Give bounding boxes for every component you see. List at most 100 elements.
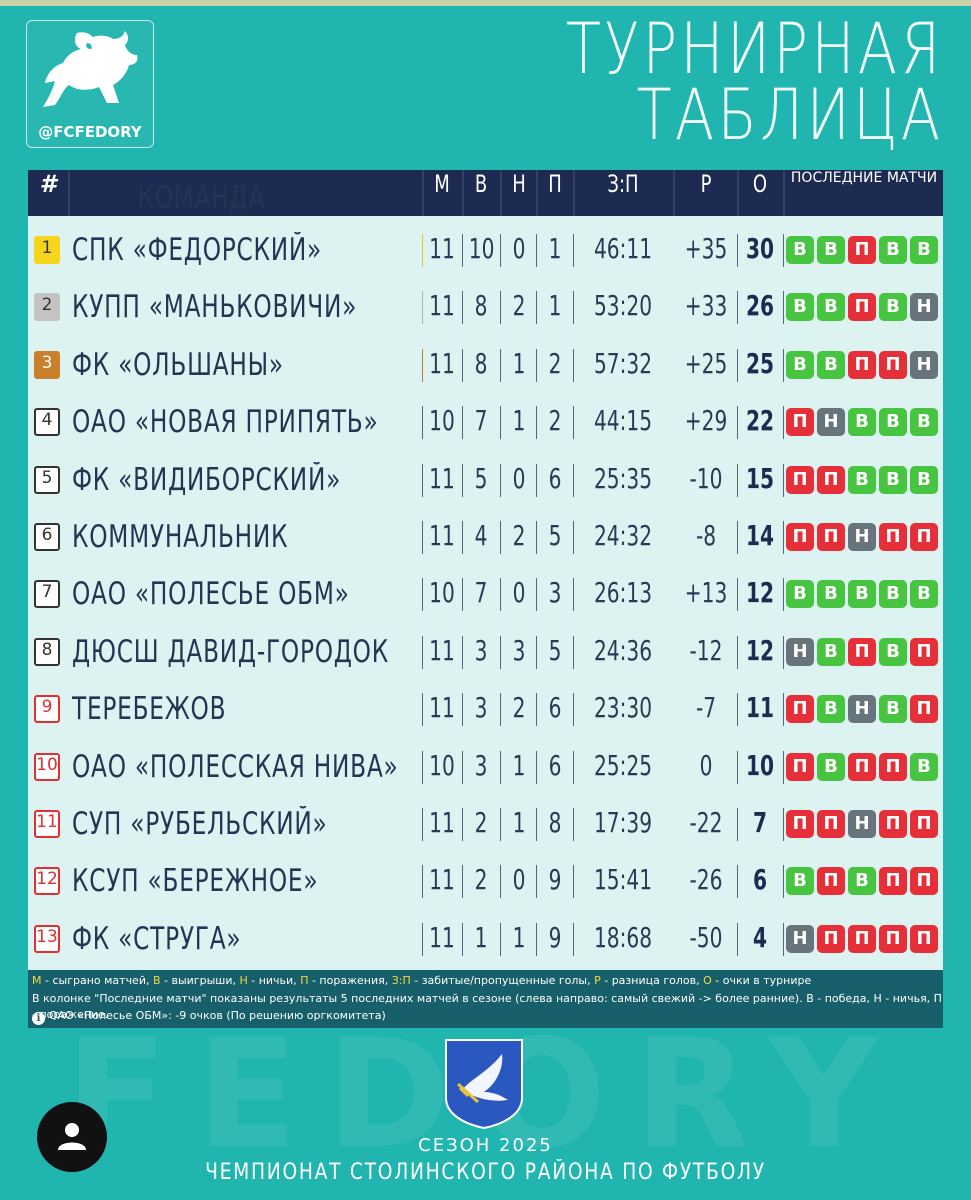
club-logo[interactable]: @FCFEDORY <box>26 20 154 148</box>
goals-cell: 17:39 <box>593 806 653 839</box>
cell-separator <box>737 406 738 440</box>
cell-separator <box>500 463 501 497</box>
cell-separator <box>573 521 574 554</box>
header-separator <box>573 170 575 216</box>
draw-badge: Н <box>817 408 845 437</box>
legend-text: - сыграно матчей, <box>41 974 153 987</box>
cell-separator <box>573 578 574 612</box>
draws-cell: 2 <box>512 519 526 552</box>
wins-cell: 2 <box>474 806 488 839</box>
points-cell: 30 <box>745 232 775 265</box>
losses-cell: 1 <box>548 232 562 265</box>
legend-line-1: М - сыграно матчей, В - выигрыши, Н - ни… <box>32 973 811 989</box>
wins-cell: 10 <box>468 232 495 265</box>
loss-badge: П <box>817 810 845 838</box>
cell-separator <box>737 234 738 267</box>
diff-cell: -22 <box>689 806 723 839</box>
cell-separator <box>500 578 501 612</box>
win-badge: В <box>910 408 938 437</box>
cell-separator <box>536 406 537 440</box>
losses-cell: 2 <box>548 404 562 438</box>
loss-badge: П <box>910 637 938 666</box>
matches-cell: 11 <box>429 920 455 954</box>
draw-badge: Н <box>848 695 876 724</box>
win-badge: В <box>848 465 876 494</box>
header-separator <box>737 170 739 216</box>
loss-badge: П <box>786 695 814 724</box>
table-row: 5 ФК «ВИДИБОРСКИЙ» 11 5 0 6 25:35 -10 15 П П В В В <box>28 452 943 509</box>
cell-separator <box>536 234 537 267</box>
draws-cell: 1 <box>512 748 526 782</box>
cell-separator <box>536 922 537 956</box>
goals-cell: 24:36 <box>593 633 653 667</box>
col-losses: П <box>548 170 562 198</box>
loss-badge: П <box>879 523 907 551</box>
team-name: ТЕРЕБЕЖОВ <box>72 691 227 728</box>
rank-badge: 9 <box>34 695 60 724</box>
cell-separator <box>422 750 423 784</box>
draws-cell: 1 <box>512 806 526 839</box>
cell-separator <box>422 693 423 727</box>
rank-badge: 10 <box>34 752 60 781</box>
club-handle: @FCFEDORY <box>38 123 142 141</box>
cell-separator <box>500 348 501 382</box>
cell-separator <box>422 808 423 841</box>
loss-badge: П <box>848 924 876 953</box>
win-badge: В <box>817 580 845 609</box>
wins-cell: 2 <box>474 863 488 897</box>
diff-cell: +29 <box>684 404 728 438</box>
standings-table: # КОМАНДА М В Н П З:П Р О ПОСЛЕДНИЕ МАТЧ… <box>28 170 943 970</box>
matches-cell: 11 <box>429 346 455 380</box>
cell-separator <box>783 463 784 497</box>
title-line-1: ТУРНИРНАЯ <box>565 8 943 90</box>
cell-separator <box>462 865 463 899</box>
cell-separator <box>783 521 784 554</box>
legend-key: О <box>703 974 712 987</box>
loss-badge: П <box>786 465 814 494</box>
season-label: СЕЗОН 2025 <box>418 1135 553 1156</box>
cell-separator <box>462 291 463 325</box>
draws-cell: 3 <box>512 633 526 667</box>
win-badge: В <box>879 695 907 724</box>
cell-separator <box>462 693 463 727</box>
matches-cell: 11 <box>429 461 455 495</box>
win-badge: В <box>879 236 907 264</box>
team-name: КОММУНАЛЬНИК <box>72 519 289 555</box>
profile-avatar-button[interactable] <box>37 1102 107 1172</box>
col-team: КОМАНДА <box>137 180 266 216</box>
team-name: ФК «ОЛЬШАНЫ» <box>72 346 284 383</box>
cell-separator <box>422 291 423 325</box>
cell-separator <box>536 291 537 325</box>
info-icon: i <box>32 1012 45 1025</box>
wins-cell: 8 <box>474 346 488 380</box>
points-cell: 22 <box>745 404 775 438</box>
cell-separator <box>500 521 501 554</box>
team-name: ДЮСШ ДАВИД-ГОРОДОК <box>72 633 389 670</box>
legend-line-3: i ОАО «Полесье ОБМ»: -9 очков (По решению… <box>32 1008 386 1025</box>
loss-badge: П <box>848 752 876 781</box>
rank-badge: 8 <box>34 637 60 666</box>
loss-badge: П <box>848 293 876 322</box>
cell-separator <box>783 693 784 727</box>
loss-badge: П <box>786 408 814 437</box>
diff-cell: +25 <box>684 346 728 380</box>
team-name: КСУП «БЕРЕЖНОЕ» <box>72 863 319 900</box>
legend-key: Р <box>594 974 601 987</box>
cell-separator <box>737 808 738 841</box>
wins-cell: 8 <box>474 289 488 323</box>
losses-cell: 6 <box>548 691 562 725</box>
draws-cell: 1 <box>512 920 526 954</box>
goals-cell: 25:25 <box>593 748 653 782</box>
header-separator <box>68 170 70 216</box>
draw-badge: Н <box>910 350 938 379</box>
team-name: СУП «РУБЕЛЬСКИЙ» <box>72 806 328 842</box>
page-title: ТУРНИРНАЯ ТАБЛИЦА <box>565 8 943 150</box>
win-badge: В <box>817 236 845 264</box>
